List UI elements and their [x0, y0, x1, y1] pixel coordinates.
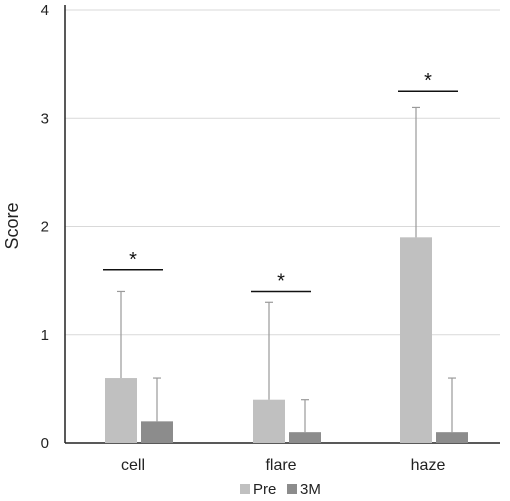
significance-star-cell: *: [129, 249, 137, 271]
legend: Pre 3M: [240, 481, 321, 498]
significance-markers: * * *: [103, 70, 458, 292]
y-axis-title: Score: [2, 202, 22, 249]
bar-3M-haze: [436, 432, 468, 443]
bar-3M-flare: [289, 432, 321, 443]
y-tick-label: 0: [41, 435, 49, 452]
significance-star-haze: *: [424, 70, 432, 92]
y-tick-label: 1: [41, 327, 49, 344]
y-tick-label: 4: [41, 2, 49, 19]
x-tick-label: flare: [265, 457, 296, 474]
legend-swatch-3M: [287, 484, 297, 494]
bar-Pre-haze: [400, 237, 432, 443]
legend-label-Pre: Pre: [253, 481, 276, 498]
significance-star-flare: *: [277, 270, 285, 292]
error-bars: [117, 106, 456, 433]
x-tick-label: haze: [411, 457, 446, 474]
bar-Pre-flare: [253, 399, 285, 443]
axes: [64, 5, 500, 444]
tick-labels: 0 1 2 3 4 cell flare haze: [41, 2, 446, 474]
y-tick-label: 3: [41, 110, 49, 127]
legend-swatch-Pre: [240, 484, 250, 494]
bars: [105, 237, 468, 443]
bar-3M-cell: [141, 421, 173, 443]
legend-label-3M: 3M: [300, 481, 321, 498]
x-tick-label: cell: [121, 457, 145, 474]
bar-Pre-cell: [105, 378, 137, 443]
y-tick-label: 2: [41, 219, 49, 236]
